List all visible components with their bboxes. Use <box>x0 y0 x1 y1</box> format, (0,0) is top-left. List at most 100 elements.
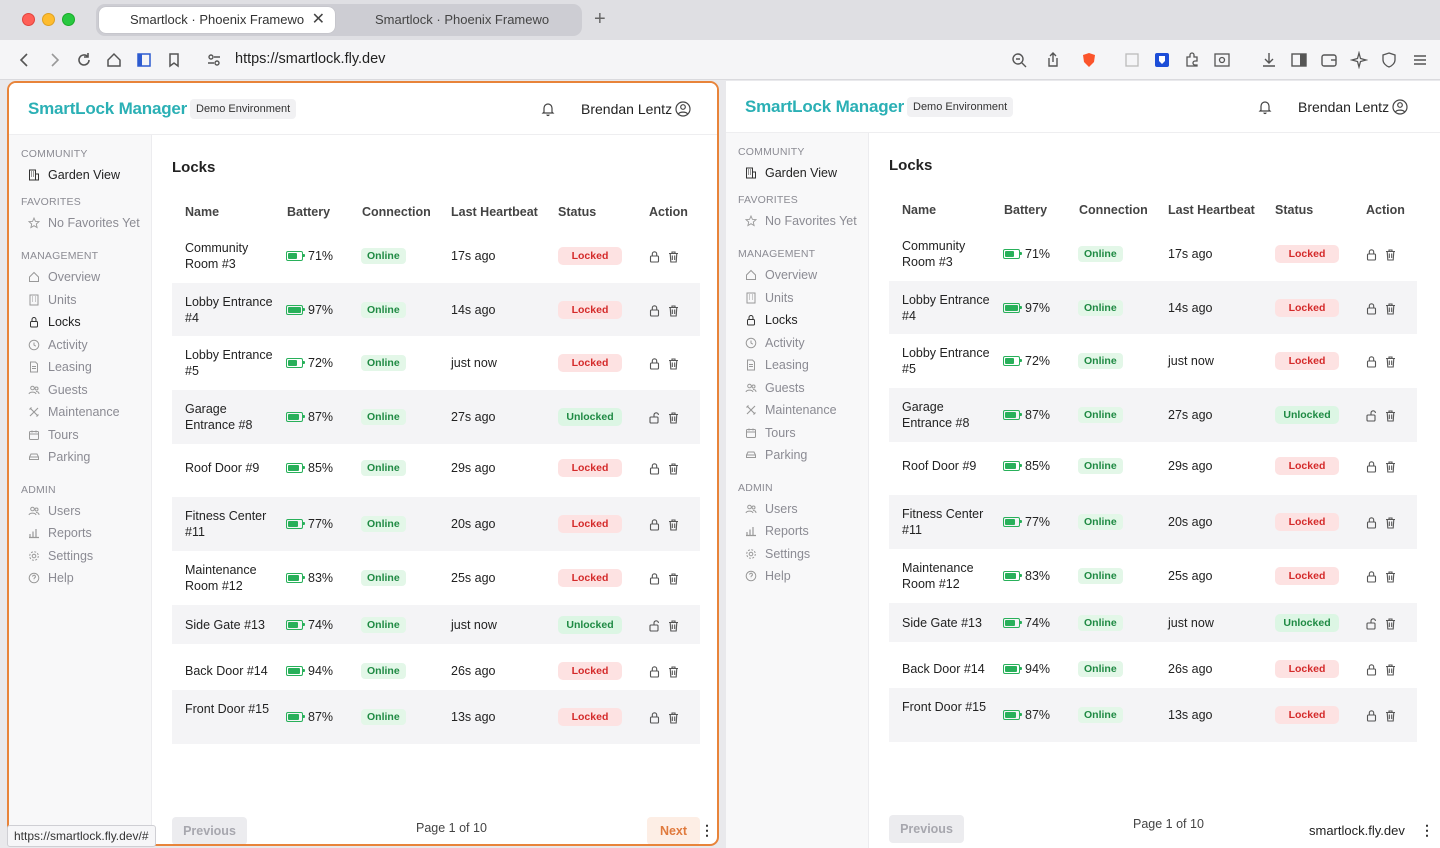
next-button[interactable]: Next <box>647 817 700 844</box>
lock-name[interactable]: Fitness Center #11 <box>185 509 267 539</box>
lock-name[interactable]: Side Gate #13 <box>185 617 265 632</box>
lock-name[interactable]: Lobby Entrance #5 <box>185 348 273 378</box>
sidebar-item-guests[interactable]: Guests <box>745 379 805 397</box>
bell-icon[interactable] <box>1257 99 1273 115</box>
trash-icon[interactable] <box>667 572 680 585</box>
lock-icon[interactable] <box>648 665 661 678</box>
user-circle-icon[interactable] <box>1391 98 1409 116</box>
lock-icon[interactable] <box>648 250 661 263</box>
lock-icon[interactable] <box>648 518 661 531</box>
pane-menu-icon[interactable]: ⋮ <box>700 822 714 838</box>
user-name[interactable]: Brendan Lentz <box>581 101 673 117</box>
lock-name[interactable]: Lobby Entrance #4 <box>185 294 273 325</box>
previous-button[interactable]: Previous <box>889 815 964 843</box>
lock-name[interactable]: Back Door #14 <box>902 661 985 676</box>
lock-name[interactable]: Lobby Entrance #5 <box>902 346 990 376</box>
lock-name[interactable]: Roof Door #9 <box>185 460 260 475</box>
lock-name[interactable]: Front Door #15 <box>902 700 987 714</box>
sidebar-toggle-icon[interactable] <box>133 49 155 71</box>
sidebar-item-locks[interactable]: Locks <box>745 311 798 329</box>
reader-icon[interactable] <box>1211 49 1233 71</box>
sidebar-item-reports[interactable]: Reports <box>745 522 809 540</box>
sidebar-item-units[interactable]: Units <box>745 289 793 307</box>
tab-inactive[interactable]: Smartlock · Phoenix Framework <box>342 7 578 33</box>
lock-icon[interactable] <box>1365 516 1378 529</box>
sidebar-item-overview[interactable]: Overview <box>745 266 817 284</box>
url-text[interactable]: https://smartlock.fly.dev <box>235 51 386 67</box>
trash-icon[interactable] <box>667 711 680 724</box>
trash-icon[interactable] <box>667 304 680 317</box>
lock-name[interactable]: Front Door #15 <box>185 702 270 716</box>
unlock-icon[interactable] <box>648 411 661 424</box>
lock-icon[interactable] <box>648 462 661 475</box>
trash-icon[interactable] <box>1384 409 1397 422</box>
trash-icon[interactable] <box>1384 709 1397 722</box>
brave-shield-icon[interactable] <box>1078 49 1100 71</box>
lock-name[interactable]: Community Room #3 <box>185 241 249 271</box>
lock-name[interactable]: Maintenance Room #12 <box>185 563 257 593</box>
site-settings-icon[interactable] <box>203 49 225 71</box>
split-view-divider[interactable] <box>719 81 726 848</box>
trash-icon[interactable] <box>667 357 680 370</box>
lock-name[interactable]: Roof Door #9 <box>902 458 977 473</box>
lock-name[interactable]: Lobby Entrance #4 <box>902 292 990 323</box>
lock-icon[interactable] <box>1365 302 1378 315</box>
sidebar-item-tours[interactable]: Tours <box>28 426 79 444</box>
address-bar[interactable]: https://smartlock.fly.dev <box>200 46 1100 74</box>
sidebar-item-overview[interactable]: Overview <box>28 268 100 286</box>
sidebar-item-help[interactable]: Help <box>745 567 791 585</box>
reload-icon[interactable] <box>73 49 95 71</box>
bell-icon[interactable] <box>540 101 556 117</box>
sidebar-panel-icon[interactable] <box>1288 49 1310 71</box>
user-circle-icon[interactable] <box>674 100 692 118</box>
sidebar-item-leasing[interactable]: Leasing <box>745 356 809 374</box>
sidebar-item-users[interactable]: Users <box>745 500 798 518</box>
lock-name[interactable]: Back Door #14 <box>185 663 268 678</box>
trash-icon[interactable] <box>1384 617 1397 630</box>
user-name[interactable]: Brendan Lentz <box>1298 99 1390 115</box>
lock-icon[interactable] <box>1365 570 1378 583</box>
right-pane-url[interactable]: smartlock.fly.dev <box>1280 815 1440 848</box>
sidebar-item-users[interactable]: Users <box>28 502 81 520</box>
bookmark-icon[interactable] <box>163 49 185 71</box>
sidebar-item-maintenance[interactable]: Maintenance <box>28 403 120 421</box>
lock-name[interactable]: Garage Entrance #8 <box>902 400 970 430</box>
trash-icon[interactable] <box>667 619 680 632</box>
tab-close-icon[interactable]: ✕ <box>311 11 325 28</box>
lock-icon[interactable] <box>648 357 661 370</box>
vpn-icon[interactable] <box>1378 49 1400 71</box>
sidebar-item-garden-view[interactable]: Garden View <box>745 164 837 182</box>
lock-icon[interactable] <box>648 572 661 585</box>
sidebar-item-parking[interactable]: Parking <box>745 446 807 464</box>
sidebar-item-units[interactable]: Units <box>28 291 76 309</box>
brand-logo[interactable]: SmartLock Manager <box>745 97 905 116</box>
trash-icon[interactable] <box>667 462 680 475</box>
extension-bitwarden-icon[interactable] <box>1151 49 1173 71</box>
back-icon[interactable] <box>14 49 36 71</box>
sidebar-item-reports[interactable]: Reports <box>28 524 92 542</box>
sidebar-item-guests[interactable]: Guests <box>28 381 88 399</box>
forward-icon[interactable] <box>43 49 65 71</box>
home-icon[interactable] <box>103 49 125 71</box>
lock-icon[interactable] <box>1365 355 1378 368</box>
sidebar-item-parking[interactable]: Parking <box>28 448 90 466</box>
trash-icon[interactable] <box>667 518 680 531</box>
sidebar-item-settings[interactable]: Settings <box>28 547 93 565</box>
zoom-window-button[interactable] <box>62 13 75 26</box>
pane-menu-icon[interactable]: ⋮ <box>1420 822 1434 838</box>
trash-icon[interactable] <box>1384 570 1397 583</box>
lock-icon[interactable] <box>1365 663 1378 676</box>
trash-icon[interactable] <box>1384 460 1397 473</box>
sidebar-item-activity[interactable]: Activity <box>28 336 88 354</box>
unlock-icon[interactable] <box>1365 617 1378 630</box>
lock-name[interactable]: Maintenance Room #12 <box>902 561 974 591</box>
share-icon[interactable] <box>1042 49 1064 71</box>
lock-name[interactable]: Fitness Center #11 <box>902 507 984 537</box>
sidebar-item-leasing[interactable]: Leasing <box>28 358 92 376</box>
trash-icon[interactable] <box>1384 302 1397 315</box>
lock-name[interactable]: Garage Entrance #8 <box>185 402 253 432</box>
trash-icon[interactable] <box>1384 516 1397 529</box>
lock-icon[interactable] <box>1365 248 1378 261</box>
trash-icon[interactable] <box>667 250 680 263</box>
unlock-icon[interactable] <box>648 619 661 632</box>
